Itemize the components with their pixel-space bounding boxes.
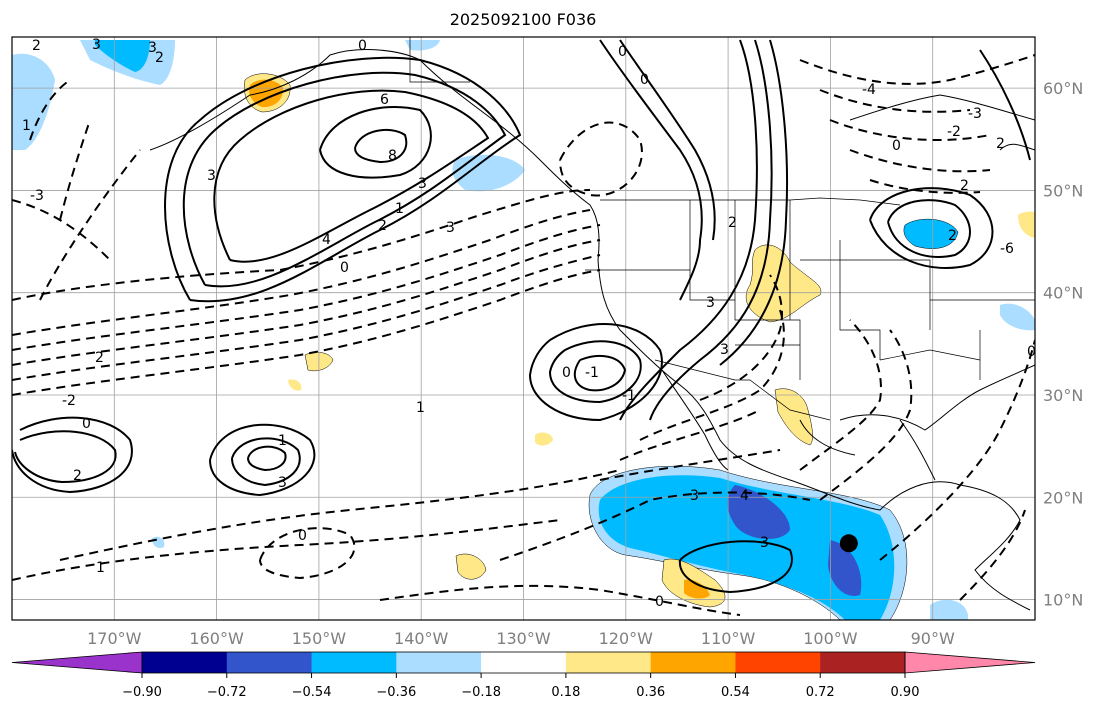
colorbar-outline — [141, 651, 906, 674]
colorbar-tick-label: −0.54 — [292, 685, 332, 700]
contour-label: -3 — [30, 188, 44, 204]
contour-label: 2 — [155, 50, 164, 66]
colorbar-tick-label: 0.36 — [636, 685, 665, 700]
lat-label: 50°N — [1043, 181, 1083, 200]
contour-label: -1 — [622, 388, 636, 404]
lon-label: 160°W — [189, 629, 244, 648]
contour-label: 0 — [618, 44, 627, 60]
lon-label: 90°W — [911, 629, 955, 648]
contour-label: 6 — [380, 92, 389, 108]
contour-label: 3 — [92, 37, 101, 53]
map-border — [11, 36, 1036, 621]
lon-label: 100°W — [803, 629, 858, 648]
contours-negative — [12, 54, 1035, 616]
lat-label: 30°N — [1043, 386, 1083, 405]
colorbar-segment — [650, 652, 736, 673]
contour-label: 3 — [418, 176, 427, 192]
contour-label: 2 — [378, 218, 387, 234]
contour-label: 2 — [95, 350, 104, 366]
contour-label: 3 — [690, 488, 699, 504]
colorbar-tick-label: −0.72 — [207, 685, 247, 700]
colorbar-tick-label: 0.90 — [891, 685, 920, 700]
contour-label: -2 — [62, 393, 76, 409]
lon-label: 110°W — [701, 629, 756, 648]
contour-label: 3 — [278, 475, 287, 491]
contour-label: 0 — [340, 260, 349, 276]
contour-label: 0 — [358, 38, 367, 54]
contour-label: 1 — [22, 118, 31, 134]
colorbar-segment — [481, 652, 567, 673]
contour-label: 0 — [640, 72, 649, 88]
contour-label: 8 — [388, 148, 397, 164]
contour-label: 1 — [96, 560, 105, 576]
contour-label: 3 — [706, 295, 715, 311]
colorbar-extend-low — [11, 651, 143, 674]
colorbar-tick-label: 0.18 — [551, 685, 580, 700]
lon-label: 150°W — [292, 629, 347, 648]
longitude-labels: 170°W 160°W 150°W 140°W 130°W 120°W 110°W 100°W… — [87, 629, 955, 648]
lon-label: 140°W — [394, 629, 449, 648]
contour-label: -4 — [862, 82, 876, 98]
colorbar-segment — [396, 652, 482, 673]
colorbar-extend-high — [904, 651, 1036, 674]
lon-label: 130°W — [496, 629, 551, 648]
colorbar-segment — [820, 652, 906, 673]
contour-label: -2 — [947, 124, 961, 140]
storm-center-marker — [839, 534, 858, 553]
lat-label: 40°N — [1043, 284, 1083, 303]
colorbar: −0.90 −0.72 −0.54 −0.36 −0.18 0.18 0.36 0.54 0.7… — [11, 651, 1036, 700]
contour-label: 3 — [148, 40, 157, 56]
borders — [409, 37, 1035, 421]
contour-label: 2 — [960, 178, 969, 194]
contour-label: 2 — [728, 215, 737, 231]
contour-label: 0 — [82, 416, 91, 432]
contour-label: 0 — [655, 594, 664, 610]
colorbar-tick-label: 0.72 — [806, 685, 835, 700]
shading-negative — [12, 40, 1035, 620]
contour-label: 3 — [207, 168, 216, 184]
coastlines — [149, 49, 1035, 611]
contour-label: 0 — [1027, 344, 1036, 360]
contour-label: 3 — [446, 220, 455, 236]
contours-positive — [12, 39, 1031, 594]
contour-label: 2 — [948, 228, 957, 244]
gridlines — [12, 37, 1035, 620]
contour-label: 1 — [278, 433, 287, 449]
contour-label: 0 — [298, 528, 307, 544]
contour-label: 2 — [73, 468, 82, 484]
lat-label: 10°N — [1043, 591, 1083, 610]
colorbar-tick-label: −0.90 — [122, 685, 162, 700]
colorbar-segment — [142, 652, 228, 673]
contour-label: 1 — [416, 400, 425, 416]
colorbar-segment — [226, 652, 313, 673]
lon-label: 170°W — [87, 629, 142, 648]
contour-label: -3 — [968, 106, 982, 122]
colorbar-tick-label: −0.36 — [376, 685, 416, 700]
contour-label: 0 — [892, 138, 901, 154]
contour-label: 2 — [996, 136, 1005, 152]
latitude-labels: 60°N 50°N 40°N 30°N 20°N 10°N — [1043, 79, 1083, 609]
contour-label: 2 — [32, 38, 41, 54]
contour-label: 0 — [562, 365, 571, 381]
colorbar-segment — [311, 652, 397, 673]
contour-label: -6 — [1000, 241, 1014, 257]
colorbar-segment — [735, 652, 821, 673]
lon-label: 120°W — [599, 629, 654, 648]
contour-label: 4 — [322, 232, 331, 248]
lat-label: 60°N — [1043, 79, 1083, 98]
contour-label: 3 — [720, 342, 729, 358]
lat-label: 20°N — [1043, 488, 1083, 507]
contour-label: 4 — [740, 488, 749, 504]
contour-label: 1 — [395, 201, 404, 217]
colorbar-tick-label: 0.54 — [721, 685, 750, 700]
colorbar-segment — [565, 652, 652, 673]
contour-label: 3 — [760, 535, 769, 551]
colorbar-tick-label: −0.18 — [461, 685, 501, 700]
contour-label: -1 — [585, 365, 599, 381]
map-title: 2025092100 F036 — [450, 10, 597, 29]
